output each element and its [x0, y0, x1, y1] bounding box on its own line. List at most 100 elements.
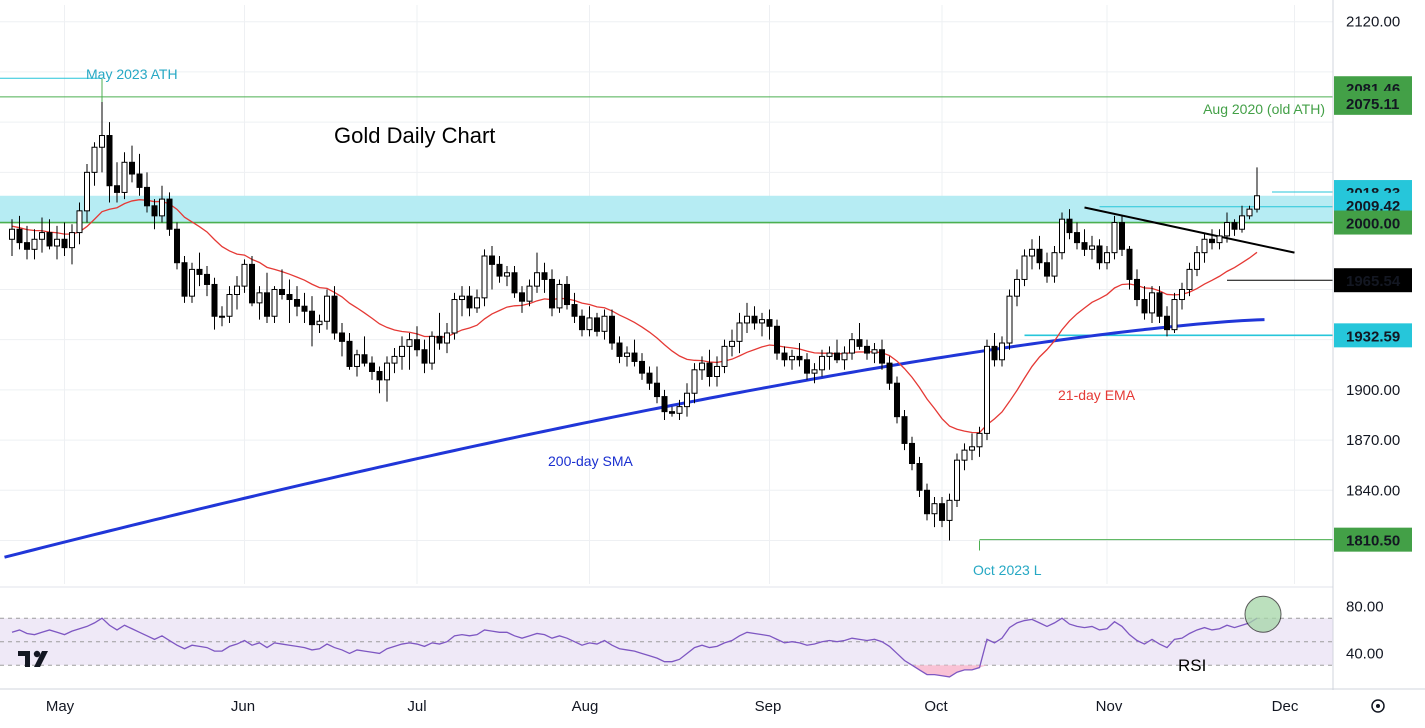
rsi-tick-label: 80.00: [1346, 598, 1384, 615]
candle: [1036, 235, 1043, 270]
price-level-badge: [1334, 268, 1412, 293]
candle-down: [864, 345, 870, 354]
candle: [534, 252, 540, 293]
candle-up: [406, 339, 413, 347]
candle: [16, 215, 23, 250]
candle-down: [1066, 218, 1073, 234]
month-label: Jul: [407, 698, 426, 715]
candle-up: [759, 319, 765, 324]
candle: [264, 272, 270, 323]
candle-down: [1119, 222, 1125, 250]
price-level-badge: [1334, 323, 1412, 348]
candle-down: [616, 342, 623, 357]
candle: [391, 348, 398, 374]
candle-down: [114, 185, 120, 193]
candle-up: [684, 392, 690, 408]
candle-down: [61, 238, 68, 249]
candle: [1006, 289, 1013, 350]
candle: [309, 296, 315, 347]
candle: [1149, 286, 1155, 323]
candle-up: [999, 342, 1005, 361]
candle-up: [256, 292, 263, 304]
candle-up: [504, 272, 510, 277]
candle-up: [1254, 195, 1260, 210]
candle-down: [519, 292, 525, 302]
candle-down: [414, 339, 420, 351]
price-level-badge: [1334, 210, 1412, 235]
candle-up: [84, 171, 90, 212]
candle-down: [309, 310, 315, 326]
candle-up: [1186, 268, 1193, 290]
candle-down: [886, 362, 893, 384]
candle: [984, 339, 990, 441]
candle-up: [744, 315, 750, 324]
candle: [256, 286, 263, 320]
candle-down: [136, 173, 143, 188]
candle: [1224, 212, 1230, 243]
candle-up: [39, 232, 45, 240]
ema-21-line: [11, 199, 1258, 434]
candle-up: [241, 263, 248, 287]
candle-down: [181, 262, 188, 297]
candle: [834, 339, 840, 364]
price-level-badge-label: 2009.42: [1346, 198, 1400, 215]
candle-up: [451, 299, 458, 334]
candle: [9, 219, 15, 257]
candle-down: [339, 332, 345, 342]
candle-up: [99, 135, 105, 148]
candle: [331, 286, 338, 340]
candle: [46, 219, 53, 250]
candle: [804, 353, 810, 380]
candle-up: [976, 432, 983, 448]
candle: [1156, 286, 1163, 323]
candle: [924, 483, 930, 521]
candle-down: [549, 278, 555, 309]
candle-down: [294, 299, 300, 307]
candle: [526, 279, 533, 307]
settings-gear-icon[interactable]: [1371, 699, 1385, 713]
candle-down: [264, 292, 270, 317]
candle-up: [586, 317, 593, 331]
candle: [706, 349, 713, 387]
candle: [84, 163, 90, 223]
candle: [121, 152, 128, 200]
descending-trendline: [1084, 206, 1295, 254]
candle-up: [819, 355, 825, 371]
candle: [669, 406, 675, 417]
candle-up: [714, 365, 720, 377]
candle-down: [466, 295, 473, 309]
candle-up: [324, 295, 330, 322]
candle: [1239, 205, 1245, 233]
candle: [991, 332, 998, 367]
candle-down: [1126, 248, 1133, 280]
candle-up: [789, 355, 795, 361]
candle: [556, 279, 563, 313]
candle: [54, 225, 60, 260]
price-level-badge-label: 1932.59: [1346, 328, 1400, 345]
candle: [466, 286, 473, 317]
candle-down: [609, 315, 615, 344]
candle-down: [781, 352, 788, 361]
candle: [699, 356, 705, 380]
candle-up: [841, 352, 848, 361]
candle-up: [1006, 295, 1013, 344]
candle-down: [279, 288, 285, 295]
candle-down: [151, 205, 158, 217]
candle: [549, 269, 555, 317]
tradingview-logo: [18, 650, 48, 667]
candle-up: [699, 362, 705, 371]
candle-down: [211, 283, 218, 317]
rsi-highlight-circle: [1244, 595, 1282, 633]
candle: [684, 383, 690, 417]
candle: [421, 339, 428, 374]
candle-down: [901, 416, 908, 444]
candle-down: [991, 345, 998, 361]
candle: [1231, 219, 1238, 236]
rsi-oversold-fill: [912, 665, 987, 677]
candle-up: [954, 459, 960, 501]
candle-up: [354, 354, 360, 367]
candle-down: [856, 339, 863, 347]
candle-up: [444, 332, 450, 344]
candle: [99, 102, 105, 173]
candle: [339, 322, 345, 357]
